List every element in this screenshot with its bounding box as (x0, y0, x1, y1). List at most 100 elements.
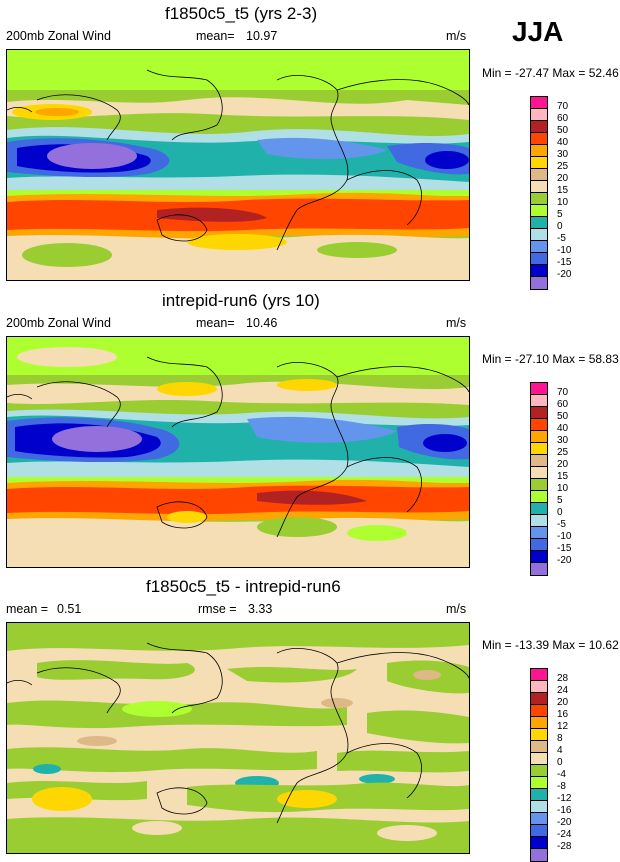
colorbar-level-label: 15 (557, 185, 569, 196)
panel1-variable-label: 200mb Zonal Wind (6, 29, 111, 43)
colorbar-level-label: 0 (557, 757, 563, 768)
panel2-colorbar-swatch (531, 551, 547, 563)
panel1-colorbar-swatch (531, 265, 547, 277)
panel3-colorbar-swatch (531, 729, 547, 741)
panel3-colorbar (530, 668, 548, 862)
colorbar-level-label: -15 (557, 543, 572, 554)
panel1-mean-value: 10.97 (246, 29, 278, 43)
colorbar-level-label: 10 (557, 483, 569, 494)
panel3-title: f1850c5_t5 - intrepid-run6 (146, 577, 341, 596)
panel3-map (6, 622, 470, 854)
colorbar-level-label: 30 (557, 435, 569, 446)
panel3-colorbar-swatch (531, 753, 547, 765)
panel2-colorbar-swatch (531, 443, 547, 455)
panel3-colorbar-swatch (531, 705, 547, 717)
panel1-map (6, 49, 470, 281)
panel2-colorbar-swatch (531, 395, 547, 407)
panel2-minmax: Min = -27.10 Max = 58.83 (482, 352, 619, 366)
panel1-colorbar-swatch (531, 205, 547, 217)
panel3-colorbar-swatch (531, 837, 547, 849)
panel2-mean-value: 10.46 (246, 316, 278, 330)
panel3-mean-value: 0.51 (57, 602, 82, 616)
panel2-colorbar-swatch (531, 407, 547, 419)
colorbar-level-label: 24 (557, 685, 569, 696)
colorbar-level-label: -10 (557, 531, 572, 542)
panel2-colorbar (530, 382, 548, 576)
colorbar-level-label: -15 (557, 257, 572, 268)
panel2-title: intrepid-run6 (yrs 10) (162, 291, 320, 310)
panel2-colorbar-swatch (531, 419, 547, 431)
colorbar-level-label: 70 (557, 101, 569, 112)
panel3-colorbar-swatch (531, 741, 547, 753)
panel3-colorbar-swatch (531, 825, 547, 837)
panel2-variable-label: 200mb Zonal Wind (6, 316, 111, 330)
panel2-colorbar-swatch (531, 383, 547, 395)
panel1-colorbar-swatch (531, 253, 547, 265)
panel2-map (6, 336, 470, 568)
panel1-colorbar-swatch (531, 193, 547, 205)
colorbar-level-label: -16 (557, 805, 572, 816)
colorbar-level-label: -10 (557, 245, 572, 256)
colorbar-level-label: 20 (557, 697, 569, 708)
panel1-colorbar-swatch (531, 133, 547, 145)
colorbar-level-label: 12 (557, 721, 569, 732)
panel1-colorbar-swatch (531, 229, 547, 241)
season-label: JJA (512, 16, 564, 47)
colorbar-level-label: 0 (557, 507, 563, 518)
panel2-colorbar-swatch (531, 503, 547, 515)
colorbar-level-label: 8 (557, 733, 563, 744)
panel3-colorbar-swatch (531, 681, 547, 693)
colorbar-level-label: 20 (557, 173, 569, 184)
colorbar-level-label: -5 (557, 519, 566, 530)
panel1-contour-field (7, 50, 469, 280)
panel3-colorbar-swatch (531, 789, 547, 801)
panel1-colorbar-swatch (531, 277, 547, 289)
colorbar-level-label: 20 (557, 459, 569, 470)
colorbar-level-label: 25 (557, 447, 569, 458)
panel1-colorbar-swatch (531, 169, 547, 181)
colorbar-level-label: -20 (557, 269, 572, 280)
panel1-colorbar-swatch (531, 217, 547, 229)
panel3-colorbar-swatch (531, 777, 547, 789)
panel3-minmax: Min = -13.39 Max = 10.62 (482, 638, 619, 652)
panel3-colorbar-swatch (531, 813, 547, 825)
panel3-units: m/s (446, 602, 467, 616)
panel2-colorbar-swatch (531, 467, 547, 479)
panel2-colorbar-swatch (531, 563, 547, 575)
colorbar-level-label: 15 (557, 471, 569, 482)
panel3-contour-field (7, 623, 469, 853)
colorbar-level-label: -24 (557, 829, 572, 840)
colorbar-level-label: -28 (557, 841, 572, 852)
colorbar-level-label: 50 (557, 411, 569, 422)
panel1-units: m/s (446, 29, 467, 43)
panel1-colorbar (530, 96, 548, 290)
colorbar-level-label: 30 (557, 149, 569, 160)
panel3-rmse-label: rmse = (198, 602, 237, 616)
panel1-colorbar-swatch (531, 241, 547, 253)
panel3-rmse-value: 3.33 (248, 602, 273, 616)
panel1-colorbar-swatch (531, 157, 547, 169)
panel3-colorbar-swatch (531, 669, 547, 681)
colorbar-level-label: 60 (557, 113, 569, 124)
panel1-mean-label: mean= (196, 29, 235, 43)
panel1-colorbar-swatch (531, 145, 547, 157)
panel3-colorbar-swatch (531, 765, 547, 777)
colorbar-level-label: 0 (557, 221, 563, 232)
panel2-mean-label: mean= (196, 316, 235, 330)
panel2-colorbar-swatch (531, 431, 547, 443)
colorbar-level-label: -5 (557, 233, 566, 244)
panel1-colorbar-swatch (531, 181, 547, 193)
panel3-colorbar-swatch (531, 717, 547, 729)
colorbar-level-label: 28 (557, 673, 569, 684)
panel1-title: f1850c5_t5 (yrs 2-3) (165, 4, 318, 23)
panel1-colorbar-swatch (531, 109, 547, 121)
colorbar-level-label: 50 (557, 125, 569, 136)
panel1-minmax: Min = -27.47 Max = 52.46 (482, 66, 619, 80)
colorbar-level-label: -4 (557, 769, 566, 780)
colorbar-level-label: -8 (557, 781, 566, 792)
panel2-colorbar-swatch (531, 491, 547, 503)
panel3-mean-label: mean = (6, 602, 49, 616)
panel3-colorbar-swatch (531, 693, 547, 705)
colorbar-level-label: -12 (557, 793, 572, 804)
panel2-colorbar-swatch (531, 539, 547, 551)
